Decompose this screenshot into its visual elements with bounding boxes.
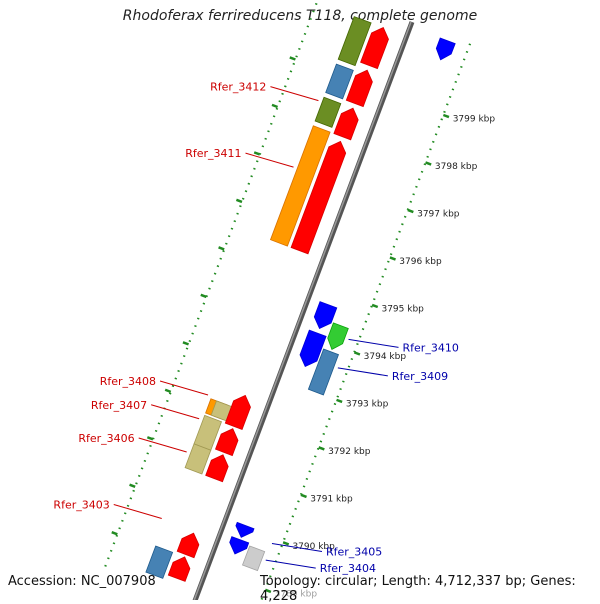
backbone [192,21,415,600]
tick-mark-left [289,56,296,61]
tick-label: 3792 kbp [328,447,371,457]
tick-mark-left [253,151,261,156]
label-leader-line [348,338,399,348]
tick-mark-left [218,246,225,251]
gene-feature-blue[interactable] [235,521,255,538]
tick-mark-left [182,341,190,346]
gene-labels: Rfer_3412 Rfer_3411 Rfer_3410 Rfer_3409 Rfer… [53,81,458,576]
gene-feature-blue[interactable] [313,301,338,330]
tick-label: 3799 kbp [453,115,496,125]
gene-feature-cds-red[interactable] [167,556,191,582]
tick-mark-left [200,293,207,299]
tick-mark-right [407,208,414,214]
scale-ticks: 3799 kbp 3798 kbp 3797 kbp 3796 kbp 3795 kbp… [102,0,496,600]
gene-feature-blue[interactable] [299,329,327,368]
gene-feature-cds-red[interactable] [333,107,359,141]
accession-text: Accession: NC_007908 [8,574,156,589]
label-leader-line [265,559,316,569]
gene-label[interactable]: Rfer_3406 [78,432,134,445]
gene-label[interactable]: Rfer_3409 [392,370,448,383]
tick-mark-right [300,493,307,499]
gene-feature-orange[interactable] [269,125,331,247]
gene-feature-blue[interactable] [229,536,250,555]
gene-label[interactable]: Rfer_3410 [403,341,459,354]
label-leader-line [245,152,294,168]
tick-mark-right [425,161,432,166]
features [145,16,456,582]
tick-label: 3796 kbp [399,257,442,267]
tick-mark-left [271,103,279,109]
label-leader-line [159,380,209,396]
label-leader-line [113,503,162,519]
tick-label: 3794 kbp [364,352,407,362]
backbone-highlight [193,21,412,600]
tick-mark-right [371,303,379,309]
map-title: Rhodoferax ferrireducens T118, complete … [122,8,478,24]
gene-label[interactable]: Rfer_3411 [185,147,241,160]
tick-mark-left [129,483,136,488]
tick-label: 3798 kbp [435,162,478,172]
tick-mark-right [442,113,450,119]
gene-feature-cds-red[interactable] [205,454,229,483]
tick-label: 3793 kbp [346,399,389,409]
gene-label[interactable]: Rfer_3403 [53,498,109,511]
gene-feature-cds-red[interactable] [360,26,389,70]
label-leader-line [270,86,319,102]
gene-label[interactable]: Rfer_3405 [326,546,382,559]
gene-label[interactable]: Rfer_3404 [320,562,376,575]
tick-label: 3797 kbp [417,209,460,219]
tick-label: 3789 kbp [275,589,318,599]
gene-label[interactable]: Rfer_3407 [91,399,147,412]
gene-feature-olive[interactable] [337,16,372,67]
tick-mark-right [264,588,272,594]
gene-label[interactable]: Rfer_3412 [210,81,266,94]
gene-feature-olive[interactable] [314,96,342,128]
scale-ring-right [260,43,472,600]
gene-feature-cds-red[interactable] [214,428,239,457]
gene-feature-green[interactable] [327,322,349,350]
gene-feature-blue[interactable] [435,37,456,61]
label-leader-line [150,404,200,420]
label-leader-line [138,437,187,453]
tick-label: 3790 kbp [292,542,335,552]
label-leader-line [337,367,388,377]
gene-feature-silver[interactable] [241,545,266,572]
gene-feature-steel-blue[interactable] [307,348,340,396]
tick-label: 3795 kbp [381,304,424,314]
tick-mark-left [235,198,243,204]
gene-feature-cds-red[interactable] [224,394,251,431]
gene-feature-khaki[interactable] [184,443,212,475]
tick-label: 3791 kbp [310,494,353,504]
gene-feature-steel-blue[interactable] [145,545,174,579]
backbone-line [192,21,415,600]
tick-mark-right [389,256,396,261]
tick-mark-right [336,398,343,404]
gene-label[interactable]: Rfer_3408 [100,375,156,388]
tick-mark-left [146,436,154,441]
tick-mark-right [282,541,290,546]
tick-mark-right [318,446,325,451]
label-leader-line [271,543,323,553]
tick-mark-left [111,531,118,536]
gene-feature-cds-red[interactable] [290,140,347,255]
tick-mark-right [353,351,361,356]
gene-feature-steel-blue[interactable] [325,63,354,100]
gene-feature-cds-red[interactable] [345,69,373,108]
tick-mark-left [164,388,172,394]
gene-feature-cds-red[interactable] [176,532,200,559]
